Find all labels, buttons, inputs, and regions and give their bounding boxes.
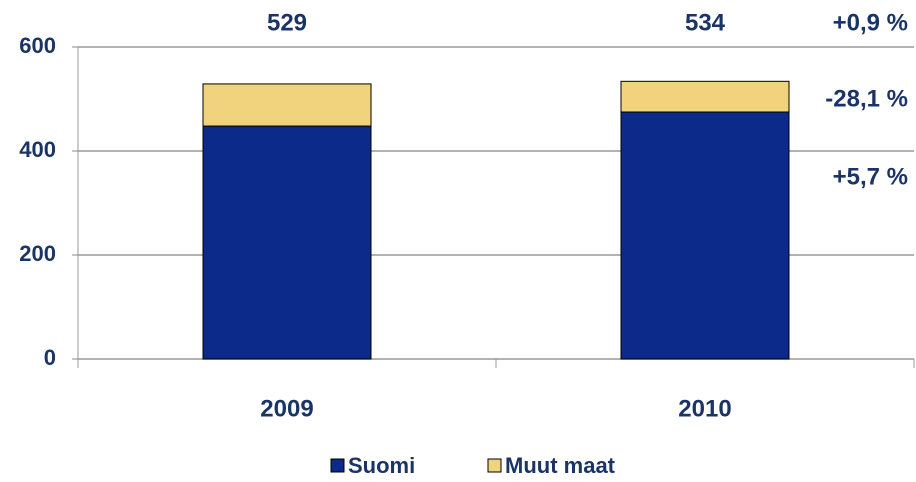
- total-label: 529: [267, 9, 307, 36]
- annotation: +5,7 %: [833, 163, 908, 190]
- x-tick-label: 2010: [678, 395, 731, 422]
- y-tick-label: 400: [19, 137, 56, 162]
- bar-segment: [202, 125, 372, 360]
- x-tick-label: 2009: [260, 395, 313, 422]
- annotation: +0,9 %: [833, 9, 908, 36]
- legend-label: Suomi: [348, 453, 415, 478]
- bar-segment: [202, 83, 372, 127]
- bar-segment: [620, 80, 790, 113]
- legend-swatch: [487, 458, 502, 473]
- legend-label: Muut maat: [505, 453, 616, 478]
- y-tick-label: 600: [19, 33, 56, 58]
- annotation: -28,1 %: [825, 85, 908, 112]
- y-tick-label: 0: [44, 345, 56, 370]
- y-tick-label: 200: [19, 241, 56, 266]
- legend-swatch: [330, 458, 345, 473]
- total-label: 534: [685, 9, 726, 36]
- bar-segment: [620, 111, 790, 360]
